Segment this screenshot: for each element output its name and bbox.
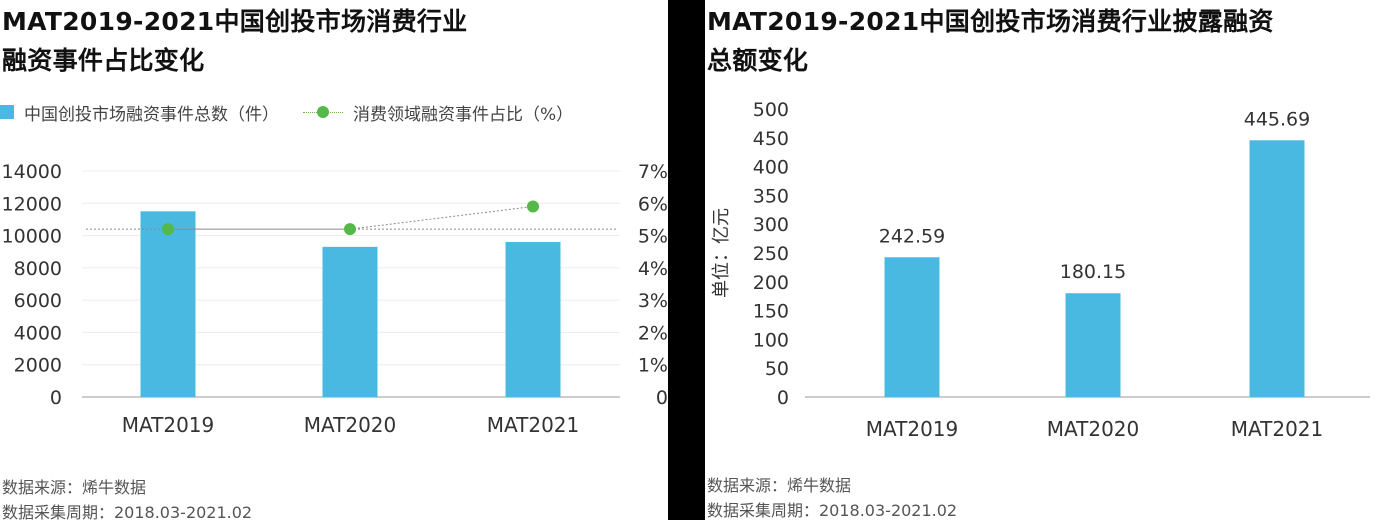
y-axis-label: 单位：亿元 <box>711 208 732 298</box>
y-tick-label: 350 <box>753 185 789 207</box>
x-tick-label: MAT2020 <box>1047 417 1140 441</box>
x-tick-label: MAT2019 <box>122 413 215 437</box>
y-tick-label: 0 <box>50 387 62 409</box>
y2-tick-label: 7% <box>638 161 668 183</box>
legend-line-marker <box>303 105 343 119</box>
y-tick-label: 4000 <box>14 322 62 344</box>
y-tick-label: 0 <box>777 387 789 409</box>
bar <box>1065 293 1121 397</box>
series-line-segment <box>349 206 534 230</box>
right-title-line-1: MAT2019-2021中国创投市场消费行业披露融资 <box>707 7 1274 36</box>
bar <box>1249 140 1305 397</box>
bar <box>884 257 940 397</box>
y-tick-label: 500 <box>753 99 789 121</box>
y-tick-label: 100 <box>753 329 789 351</box>
line-point <box>527 200 539 213</box>
y-tick-label: 400 <box>753 157 789 179</box>
panel-divider <box>668 0 705 520</box>
y-tick-label: 450 <box>753 128 789 150</box>
x-tick-label: MAT2019 <box>866 417 959 441</box>
bar <box>322 246 378 397</box>
right-title-line-2: 总额变化 <box>707 46 809 75</box>
y-tick-label: 12000 <box>2 193 62 215</box>
right-source-text: 数据来源：烯牛数据 <box>707 476 852 495</box>
x-tick-label: MAT2021 <box>487 413 580 437</box>
y2-tick-label: 1% <box>638 355 668 377</box>
line-point <box>162 223 174 236</box>
left-chart-panel: MAT2019-2021中国创投市场消费行业 融资事件占比变化 中国创投市场融资… <box>0 0 668 520</box>
left-collection-period-text: 数据采集周期：2018.03-2021.02 <box>2 503 253 520</box>
y2-tick-label: 6% <box>638 193 668 215</box>
right-chart-panel: MAT2019-2021中国创投市场消费行业披露融资 总额变化 0 50 100 15… <box>705 0 1376 520</box>
bar <box>505 242 561 397</box>
y2-tick-label: 2% <box>638 322 668 344</box>
y-tick-label: 50 <box>765 358 789 380</box>
y-tick-label: 2000 <box>14 355 62 377</box>
bar <box>140 211 196 397</box>
y-tick-label: 300 <box>753 214 789 236</box>
left-chart-plot: 0 2000 4000 6000 8000 10000 12000 14000 0 1% 2% 3% 4… <box>2 161 668 437</box>
bar-value-label: 180.15 <box>1060 261 1126 283</box>
y-tick-label: 8000 <box>14 258 62 280</box>
y-tick-label: 150 <box>753 301 789 323</box>
left-chart-legend: 中国创投市场融资事件总数（件） 消费领域融资事件占比（%） <box>0 100 574 125</box>
y2-tick-label: 5% <box>638 226 668 248</box>
left-title-line-2: 融资事件占比变化 <box>2 46 205 75</box>
y-tick-label: 250 <box>753 243 789 265</box>
left-title-line-1: MAT2019-2021中国创投市场消费行业 <box>2 7 468 36</box>
y-tick-label: 200 <box>753 272 789 294</box>
y2-tick-label: 0 <box>656 387 668 409</box>
right-chart-title: MAT2019-2021中国创投市场消费行业披露融资 总额变化 <box>707 2 1274 80</box>
x-tick-label: MAT2021 <box>1231 417 1324 441</box>
y-tick-label: 14000 <box>2 161 62 183</box>
left-source-text: 数据来源：烯牛数据 <box>2 478 147 497</box>
legend-line-label: 消费领域融资事件占比（%） <box>353 104 574 125</box>
right-chart-plot: 0 50 100 150 200 250 300 350 400 450 500 单位：亿元 242.5… <box>711 99 1370 441</box>
bar-value-label: 242.59 <box>879 225 945 247</box>
x-tick-label: MAT2020 <box>304 413 397 437</box>
legend-bar-swatch <box>0 105 14 119</box>
legend-bar-label: 中国创投市场融资事件总数（件） <box>24 104 279 125</box>
left-chart-title: MAT2019-2021中国创投市场消费行业 融资事件占比变化 <box>2 2 467 80</box>
y2-tick-label: 3% <box>638 290 668 312</box>
y2-tick-label: 4% <box>638 258 668 280</box>
bar-value-label: 445.69 <box>1244 108 1310 130</box>
line-point <box>344 223 356 236</box>
y-tick-label: 6000 <box>14 290 62 312</box>
legend-line-dot <box>317 106 329 118</box>
y-tick-label: 10000 <box>2 226 62 248</box>
right-collection-period-text: 数据采集周期：2018.03-2021.02 <box>707 501 958 520</box>
